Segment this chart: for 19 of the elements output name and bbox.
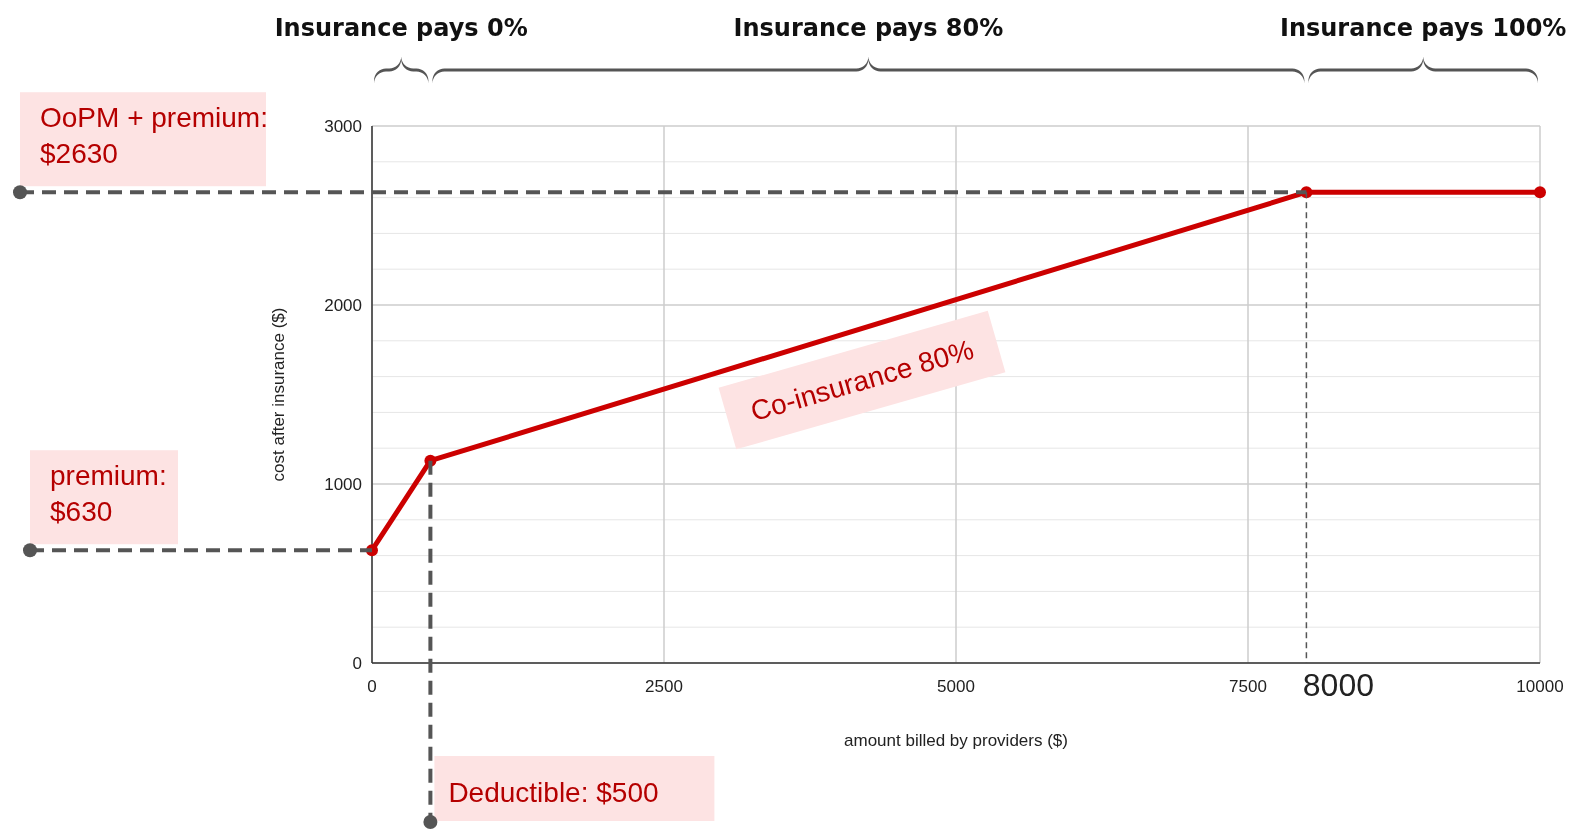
text: Insurance pays 80% — [733, 14, 1004, 42]
ref-line-label: OoPM + premium: $2630 — [40, 102, 268, 170]
x-axis-title: amount billed by providers ($) — [844, 731, 1068, 750]
text: Insurance pays 0% — [274, 14, 528, 42]
x-tick-label: 10000 — [1516, 677, 1564, 696]
y-tick-label: 2000 — [324, 296, 362, 315]
x-tick-label: 7500 — [1229, 677, 1267, 696]
ref-line-label: premium: $630 — [50, 460, 167, 528]
ref-line-label: Deductible: $500 — [448, 777, 659, 808]
x-tick-label: 2500 — [645, 677, 683, 696]
x-tick-label: 5000 — [937, 677, 975, 696]
y-tick-label: 1000 — [324, 475, 362, 494]
point — [1534, 186, 1546, 199]
x-tick-label: 0 — [367, 677, 377, 696]
y-tick-label: 0 — [352, 654, 362, 673]
text: Insurance pays 100% — [1279, 14, 1567, 42]
y-tick-label: 3000 — [324, 117, 362, 136]
y-axis-title: cost after insurance ($) — [269, 307, 288, 482]
ref-line-label: 8000 — [1302, 667, 1374, 703]
